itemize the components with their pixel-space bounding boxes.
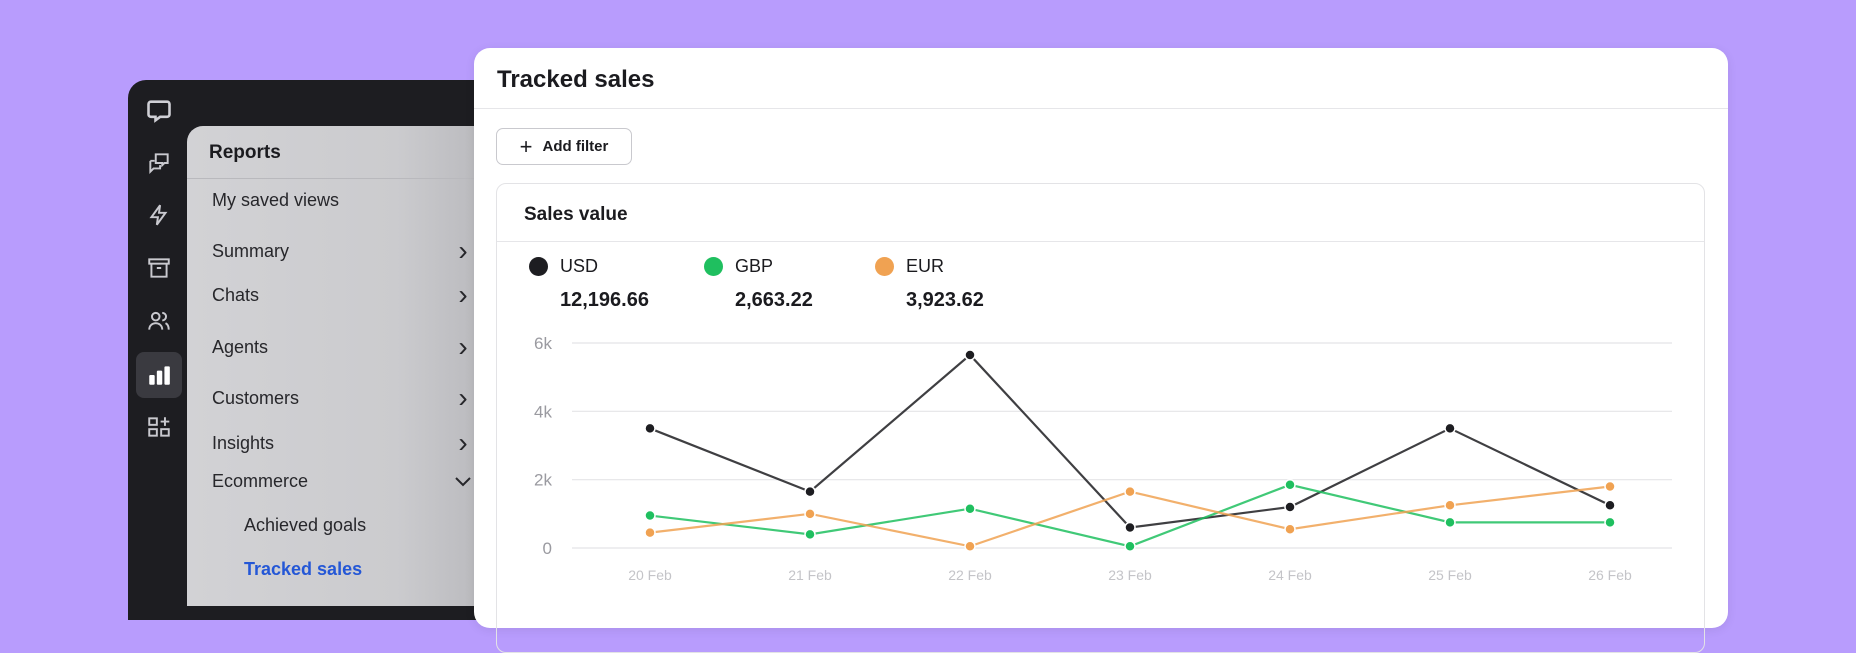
chat-logo-icon[interactable] <box>136 88 182 134</box>
submenu-title: Reports <box>209 142 281 163</box>
menu-item-chats[interactable]: Chats › <box>212 279 482 311</box>
plus-icon: + <box>519 133 533 159</box>
divider <box>187 178 487 179</box>
chevron-right-icon: › <box>458 331 468 362</box>
lightning-icon[interactable] <box>136 192 182 238</box>
messages-icon[interactable] <box>136 140 182 186</box>
legend-label: GBP <box>735 256 774 276</box>
sales-value-card: Sales value USD 12,196.66 GBP 2,663.22 EUR… <box>496 183 1705 653</box>
add-filter-label: Add filter <box>542 138 609 155</box>
menu-item-label: Tracked sales <box>244 559 363 579</box>
legend-gbp[interactable]: GBP 2,663.22 <box>704 256 813 312</box>
card-title: Sales value <box>524 204 628 225</box>
reports-submenu: Reports My saved views Summary › Chats › A… <box>187 126 487 606</box>
usd-dot-icon <box>529 257 548 276</box>
menu-item-insights[interactable]: Insights › <box>212 427 482 459</box>
chevron-right-icon: › <box>458 279 468 310</box>
menu-item-label: Agents <box>212 336 269 357</box>
legend-usd[interactable]: USD 12,196.66 <box>529 256 649 312</box>
chevron-right-icon: › <box>458 235 468 266</box>
page-title: Tracked sales <box>497 66 655 93</box>
gbp-dot-icon <box>704 257 723 276</box>
add-filter-button[interactable]: + Add filter <box>496 128 632 165</box>
menu-item-label: Summary <box>212 240 290 261</box>
reports-bar-chart-icon[interactable] <box>136 352 182 398</box>
menu-item-label: Ecommerce <box>212 471 309 491</box>
legend-eur[interactable]: EUR 3,923.62 <box>875 256 984 312</box>
menu-item-customers[interactable]: Customers › <box>212 382 482 414</box>
divider <box>497 241 1704 242</box>
legend-total: 12,196.66 <box>560 289 649 311</box>
menu-item-label: My saved views <box>212 190 340 210</box>
legend-label: USD <box>560 256 599 276</box>
legend-total: 3,923.62 <box>906 289 984 311</box>
eur-dot-icon <box>875 257 894 276</box>
people-icon[interactable] <box>136 298 182 344</box>
menu-item-label: Insights <box>212 432 275 453</box>
menu-item-agents[interactable]: Agents › <box>212 331 482 363</box>
menu-item-achieved-goals[interactable]: Achieved goals <box>244 515 514 536</box>
menu-item-label: Chats <box>212 284 260 305</box>
chevron-right-icon: › <box>458 382 468 413</box>
menu-item-label: Customers <box>212 387 300 408</box>
legend-label: EUR <box>906 256 945 276</box>
menu-item-tracked-sales[interactable]: Tracked sales <box>244 559 514 580</box>
menu-item-label: Achieved goals <box>244 515 367 535</box>
apps-add-icon[interactable] <box>136 404 182 450</box>
tracked-sales-panel: Tracked sales + Add filter Sales value US… <box>474 48 1728 653</box>
menu-item-ecommerce[interactable]: Ecommerce <box>212 471 482 492</box>
chevron-right-icon: › <box>458 427 468 458</box>
archive-icon[interactable] <box>136 245 182 291</box>
divider <box>474 108 1728 109</box>
menu-item-summary[interactable]: Summary › <box>212 235 482 267</box>
menu-item-my-saved-views[interactable]: My saved views <box>212 190 482 211</box>
legend-total: 2,663.22 <box>735 289 813 311</box>
chevron-down-icon <box>454 471 472 492</box>
